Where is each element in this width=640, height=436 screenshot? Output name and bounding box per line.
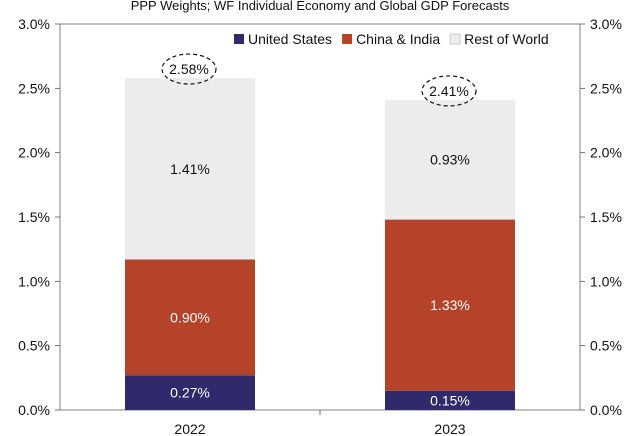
y-tick-label-right: 1.5% <box>590 209 622 225</box>
total-callout <box>421 75 477 107</box>
total-label: 2.58% <box>169 61 209 77</box>
y-axis-right: 0.0% 0.5% 1.0% 1.5% 2.0% 2.5% 3.0% <box>580 16 622 418</box>
y-tick-label-right: 1.0% <box>590 273 622 289</box>
y-tick-label-left: 0.0% <box>18 402 50 418</box>
y-tick-label-right: 0.5% <box>590 338 622 354</box>
data-label: 1.41% <box>170 161 210 177</box>
y-tick-label-left: 1.5% <box>18 209 50 225</box>
x-tick-label: 2022 <box>174 421 205 436</box>
y-tick-label-left: 1.0% <box>18 273 50 289</box>
legend: United States China & India Rest of World <box>234 31 549 47</box>
data-label: 0.27% <box>170 385 210 401</box>
y-tick-label-right: 2.5% <box>590 80 622 96</box>
chart-title: PPP Weights; WF Individual Economy and G… <box>131 0 510 13</box>
y-tick-label-right: 3.0% <box>590 16 622 32</box>
legend-swatch <box>342 34 353 44</box>
bar-segment <box>125 78 255 260</box>
y-tick-label-left: 2.5% <box>18 80 50 96</box>
y-tick-label-left: 3.0% <box>18 16 50 32</box>
x-tick-label: 2023 <box>434 421 465 436</box>
legend-swatch <box>234 34 244 44</box>
y-tick-label-right: 2.0% <box>590 145 622 161</box>
total-label: 2.41% <box>429 83 469 99</box>
bar-segment <box>125 259 255 376</box>
legend-label: Rest of World <box>464 31 549 47</box>
bar-segment <box>385 219 515 391</box>
data-label: 0.15% <box>430 392 470 408</box>
bar-segment <box>125 375 255 410</box>
total-callout <box>161 53 217 85</box>
y-tick-label-right: 0.0% <box>590 402 622 418</box>
y-tick-label-left: 0.5% <box>18 338 50 354</box>
bar-segment <box>385 99 515 220</box>
data-label: 0.90% <box>170 309 210 325</box>
data-label: 1.33% <box>430 297 470 313</box>
legend-label: China & India <box>356 31 440 47</box>
x-axis: 2022 2023 <box>174 410 466 436</box>
y-axis-left: 0.0% 0.5% 1.0% 1.5% 2.0% 2.5% 3.0% <box>18 16 60 418</box>
bars: 0.27% 0.90% 1.41% 2.58% 0.15% 1.33% 0.93% 2.41% <box>125 53 515 410</box>
legend-label: United States <box>248 31 332 47</box>
y-tick-label-left: 2.0% <box>18 145 50 161</box>
legend-swatch <box>449 33 461 45</box>
bar-segment <box>385 390 515 410</box>
data-label: 0.93% <box>430 152 470 168</box>
